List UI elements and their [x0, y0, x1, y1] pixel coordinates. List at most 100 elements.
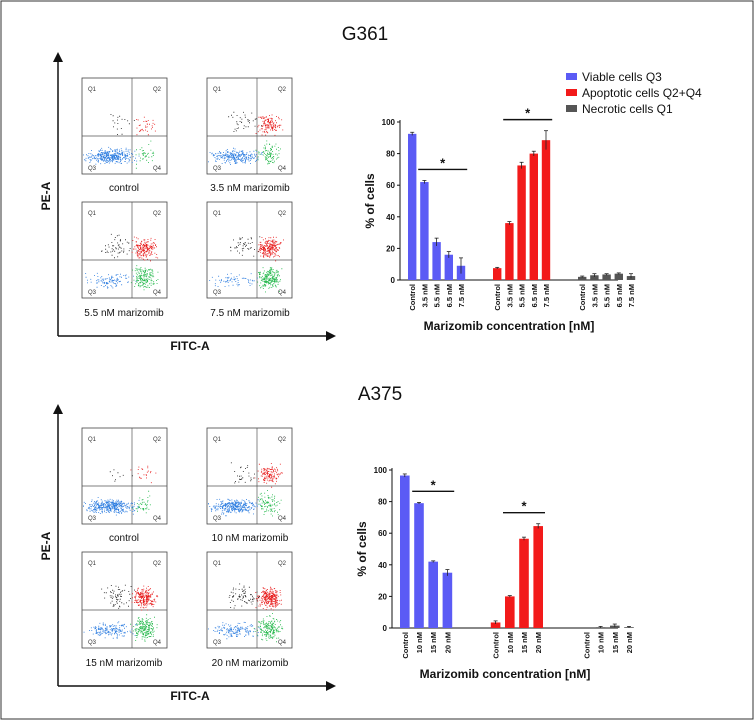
- x-tick-label: Control: [408, 284, 417, 311]
- legend-swatch-viable: [566, 73, 577, 80]
- bar: [517, 165, 526, 280]
- x-tick-label: Control: [401, 632, 410, 659]
- bar: [578, 276, 587, 280]
- flow-y-arrow-icon: [53, 52, 63, 62]
- bar: [602, 274, 611, 280]
- dot-cloud: [83, 465, 157, 516]
- x-axis-label: Marizomib concentration [nM]: [420, 667, 591, 681]
- x-tick-label: 5.5 nM: [518, 284, 527, 307]
- x-tick-label: 5.5 nM: [433, 284, 442, 307]
- quadrant-label: Q4: [278, 166, 287, 172]
- x-tick-label: Control: [578, 284, 587, 311]
- x-tick-label: 10 nM: [597, 632, 606, 653]
- quadrant-label: Q3: [213, 516, 222, 522]
- quadrant-label: Q1: [88, 437, 97, 443]
- quadrant-label: Q4: [153, 640, 162, 646]
- quadrant-label: Q2: [153, 561, 162, 567]
- y-axis-label: % of cells: [363, 173, 377, 229]
- quadrant-label: Q1: [213, 561, 222, 567]
- y-tick-label: 100: [382, 118, 396, 127]
- dot-population: [83, 146, 140, 165]
- bar: [428, 561, 438, 628]
- y-tick-label: 20: [386, 244, 395, 253]
- quadrant-label: Q2: [278, 437, 287, 443]
- dot-plot: Q1 Q2 Q3 Q4: [206, 427, 293, 525]
- x-tick-label: 15 nM: [520, 632, 529, 653]
- flow-panel-a375: PE-A FITC-A Q1 Q2 Q3 Q4 Q1 Q2 Q3 Q4 Q1 Q2 Q3 Q4 Q…: [39, 404, 336, 703]
- dot-plot: Q1 Q2 Q3 Q4: [81, 77, 168, 175]
- x-tick-label: Control: [493, 284, 502, 311]
- x-tick-label: 5.5 nM: [603, 284, 612, 307]
- quadrant-label: Q3: [88, 166, 97, 172]
- bar: [493, 268, 502, 280]
- bar: [529, 153, 538, 280]
- dot-population: [131, 585, 159, 611]
- dot-population: [208, 147, 263, 165]
- legend-swatch-apoptotic: [566, 89, 577, 96]
- y-tick-label: 60: [378, 529, 387, 538]
- bar: [519, 538, 529, 628]
- legend-swatch-necrotic: [566, 105, 577, 112]
- dot-cloud: [208, 583, 284, 643]
- dot-population: [132, 490, 151, 514]
- y-tick-label: 40: [386, 213, 395, 222]
- quadrant-label: Q2: [153, 211, 162, 217]
- x-tick-label: 7.5 nM: [542, 284, 551, 307]
- bar: [505, 596, 515, 628]
- x-tick-label: Control: [492, 632, 501, 659]
- quadrant-label: Q4: [153, 166, 162, 172]
- significance-star: *: [521, 499, 527, 514]
- bar: [442, 572, 453, 628]
- dot-population: [110, 114, 135, 135]
- dot-population: [83, 621, 138, 639]
- dot-population: [257, 267, 283, 293]
- dot-population: [130, 265, 159, 291]
- bar: [432, 242, 441, 280]
- x-tick-label: 7.5 nM: [457, 284, 466, 307]
- dot-plot-label: 5.5 nM marizomib: [84, 308, 164, 319]
- flow-y-arrow-icon: [53, 404, 63, 414]
- flow-x-label: FITC-A: [170, 339, 210, 353]
- dot-plot-label: 10 nM marizomib: [212, 533, 289, 544]
- bar: [533, 526, 543, 628]
- dot-population: [230, 236, 261, 257]
- bar: [490, 622, 501, 628]
- quadrant-label: Q2: [278, 211, 287, 217]
- quadrant-label: Q3: [213, 640, 222, 646]
- flow-x-label: FITC-A: [170, 689, 210, 703]
- dot-cloud: [85, 233, 159, 291]
- legend-label-necrotic: Necrotic cells Q1: [582, 102, 673, 116]
- quadrant-label: Q1: [213, 87, 222, 93]
- dot-population: [254, 463, 283, 488]
- quadrant-label: Q3: [88, 290, 97, 296]
- dot-population: [255, 140, 281, 165]
- x-tick-label: 15 nM: [611, 632, 620, 653]
- bar-chart-a375: 0 20 40 60 80 100 % of cells Control 10 nM 15 nM 2…: [355, 466, 634, 681]
- y-tick-label: 0: [391, 276, 396, 285]
- legend: Viable cells Q3 Apoptotic cells Q2+Q4 Ne…: [566, 70, 702, 116]
- flow-x-arrow-icon: [326, 331, 336, 341]
- flow-panel-g361: PE-A FITC-A Q1 Q2 Q3 Q4 Q1 Q2 Q3 Q4 Q1 Q2 Q3 Q4 Q…: [39, 52, 336, 353]
- flow-x-arrow-icon: [326, 681, 336, 691]
- quadrant-label: Q3: [88, 516, 97, 522]
- flow-y-label: PE-A: [39, 181, 53, 210]
- panel-title-g361: G361: [342, 24, 388, 45]
- dot-population: [255, 586, 282, 611]
- quadrant-label: Q4: [153, 290, 162, 296]
- dot-cloud: [208, 462, 283, 517]
- dot-cloud: [83, 114, 156, 169]
- bar: [414, 503, 424, 628]
- dot-population: [130, 614, 158, 642]
- significance-star: *: [431, 477, 437, 492]
- y-tick-label: 80: [386, 150, 395, 159]
- x-tick-label: 6.5 nM: [615, 284, 624, 307]
- dot-population: [136, 116, 156, 136]
- dot-plot-frame: [81, 427, 168, 525]
- y-tick-label: 60: [386, 181, 395, 190]
- bar: [444, 254, 453, 280]
- quadrant-label: Q2: [278, 561, 287, 567]
- x-tick-label: 6.5 nM: [530, 284, 539, 307]
- significance-star: *: [440, 155, 446, 170]
